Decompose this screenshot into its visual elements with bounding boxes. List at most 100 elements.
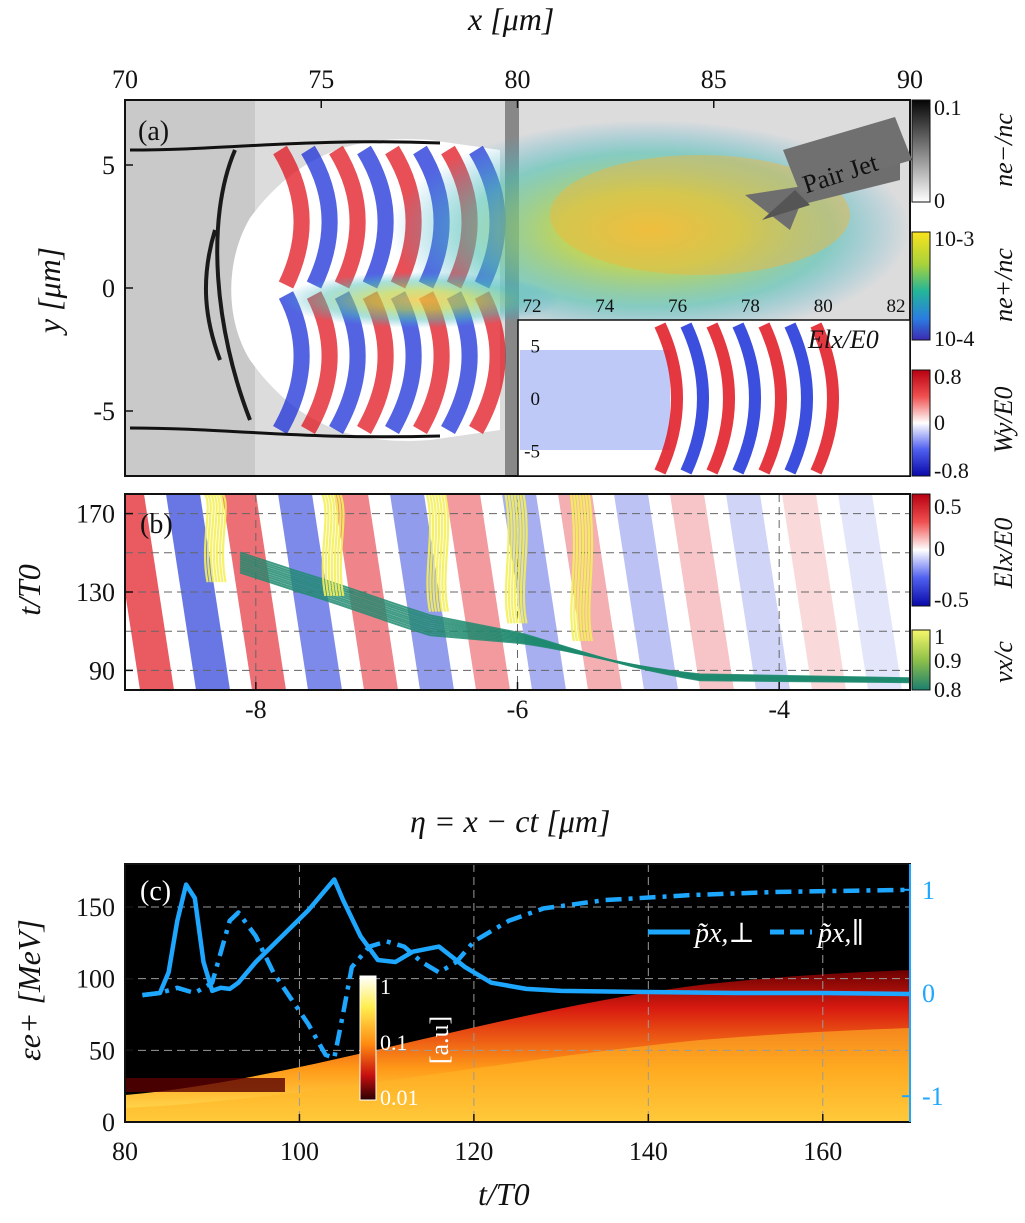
colorbar-elx: 0.5 0 -0.5 Elx/E0 [911, 493, 1018, 612]
trajectory-yellow [324, 494, 330, 597]
cb-ne-minus-tick-top: 0.1 [934, 95, 962, 120]
cb-wy-title: Wy/E0 [989, 387, 1018, 454]
legend-perp-label: p̃x,⊥ [693, 918, 755, 949]
inset-x-tick-label: 72 [523, 296, 542, 317]
panel-b-axes: -8 -6 -4 170 130 90 [76, 500, 790, 724]
cb-elx-tick-top: 0.5 [934, 494, 962, 519]
inset-lobe [732, 322, 761, 475]
pair-jet-arrow: Pair Jet [745, 117, 912, 230]
elx-stripe [222, 494, 286, 690]
trajectory-yellow [203, 494, 209, 583]
y-tick-label: 130 [76, 578, 115, 607]
colorbar-spectrum: 1 0.1 0.01 [a.u] [359, 974, 454, 1110]
trajectory-yellow [572, 494, 579, 642]
panel-c-axes: 80 100 120 140 160 150 100 50 0 1 0 -1 [76, 864, 944, 1166]
trajectory-yellow [578, 494, 585, 642]
trajectory-yellow [587, 494, 594, 642]
colorbar-wy: 0.8 0 -0.8 Wy/E0 [911, 364, 1018, 483]
x-tick-label: 70 [112, 65, 138, 94]
elx-stripe [125, 494, 174, 690]
series-px-par [142, 887, 910, 1061]
trajectory-yellow [519, 494, 525, 624]
trajectory-yellow [584, 494, 591, 642]
trajectory-yellow [215, 494, 221, 583]
cb-wy-tick-mid: 0 [934, 410, 945, 435]
cb-ne-plus-tick-top: 10-3 [934, 226, 974, 251]
panel-a-label: (a) [138, 116, 169, 147]
y2-tick-label: 0 [922, 979, 935, 1008]
panel-a-x-axis: 70 75 80 85 90 [112, 65, 923, 108]
trajectory-yellow [522, 494, 528, 624]
cb-wy-tick-top: 0.8 [934, 364, 962, 389]
cb-elx-tick-mid: 0 [934, 536, 945, 561]
colorbar-ne-minus: 0.1 0 ne−/nc [911, 95, 1018, 213]
trajectory-yellow [431, 494, 438, 612]
y-tick-label: 0 [102, 1108, 115, 1137]
inset-elx: Elx/E0 72 74 76 78 80 82 5 0 -5 [517, 296, 911, 477]
panel-c-label: (c) [140, 876, 171, 907]
inset-x-tick-label: 78 [741, 296, 760, 317]
trajectory-yellow [327, 494, 333, 597]
y-tick-label: -5 [93, 397, 115, 426]
trajectory-yellow [212, 494, 218, 583]
cb-ne-plus-tick-bot: 10-4 [934, 326, 974, 351]
y-tick-label: 90 [89, 656, 115, 685]
elx-stripe [726, 494, 790, 690]
trajectory-yellow [333, 494, 339, 597]
x-tick-label: -8 [245, 695, 267, 724]
cb-vx-tick-top: 1 [934, 624, 945, 649]
colorbar-ne-plus: 10-3 10-4 ne+/nc [911, 226, 1018, 351]
panel-a-y-axis: 5 0 -5 [93, 151, 133, 426]
elx-stripe [390, 494, 454, 690]
trajectory-yellow [434, 494, 441, 612]
panel-b-x-title: η = x − ct [μm] [410, 803, 610, 839]
y-tick-label: 5 [102, 151, 115, 180]
panel-a-y-title: y [μm] [31, 247, 67, 336]
colorbar-vx: 1 0.9 0.8 vx/c [911, 624, 1018, 702]
trajectory-yellow [221, 494, 227, 583]
trajectory-yellow [218, 494, 224, 583]
cb-spec-tick-top: 1 [380, 974, 391, 999]
inset-y-tick-label: 5 [531, 337, 541, 358]
wake-lobe-upper [357, 145, 394, 289]
y-tick-label: 50 [89, 1036, 115, 1065]
panel-a-image [125, 100, 910, 476]
panel-c: (c) 80 100 120 140 160 150 100 50 0 1 0 -1 t/T0 εe+… [11, 863, 944, 1212]
x-tick-label: 75 [308, 65, 334, 94]
cb-wy-tick-bot: -0.8 [934, 458, 969, 483]
inset-axes: 72 74 76 78 80 82 5 0 -5 [523, 296, 906, 463]
y-tick-label: 150 [76, 893, 115, 922]
trajectory-yellow [425, 494, 432, 612]
x-tick-label: 90 [897, 65, 923, 94]
x-tick-label: 85 [701, 65, 727, 94]
x-tick-label: -4 [768, 695, 790, 724]
trajectory-yellow [507, 494, 513, 624]
inset-x-tick-label: 80 [814, 296, 833, 317]
cb-ne-plus-title: ne+/nc [989, 248, 1018, 322]
cb-spec-tick-mid: 0.1 [380, 1030, 408, 1055]
series-px-perp [142, 877, 910, 998]
x-tick-label: 80 [505, 65, 531, 94]
panel-b-y-title: t/T0 [11, 564, 47, 616]
legend-par-label: p̃x,∥ [816, 918, 864, 949]
y-tick-label: 170 [76, 500, 115, 529]
trajectory-yellow [206, 494, 212, 583]
panel-b-label: (b) [140, 509, 173, 540]
trajectory-yellow [513, 494, 519, 624]
y-tick-label: 0 [102, 274, 115, 303]
cb-vx-tick-bot: 0.8 [934, 677, 962, 702]
panel-c-grid [125, 864, 910, 1122]
trajectory-yellow [504, 494, 510, 624]
inset-x-tick-label: 76 [668, 296, 687, 317]
legend: p̃x,⊥ p̃x,∥ [648, 918, 864, 949]
trajectory-yellow [516, 494, 522, 624]
y2-tick-label: 1 [922, 876, 935, 905]
cb-elx-title: Elx/E0 [989, 518, 1018, 590]
panel-a-x-title: x [μm] [467, 1, 554, 37]
x-tick-label: 120 [454, 1137, 493, 1166]
cb-spec-unit: [a.u] [425, 1016, 454, 1064]
y-tick-label: 100 [76, 965, 115, 994]
inset-lobe [680, 322, 709, 475]
